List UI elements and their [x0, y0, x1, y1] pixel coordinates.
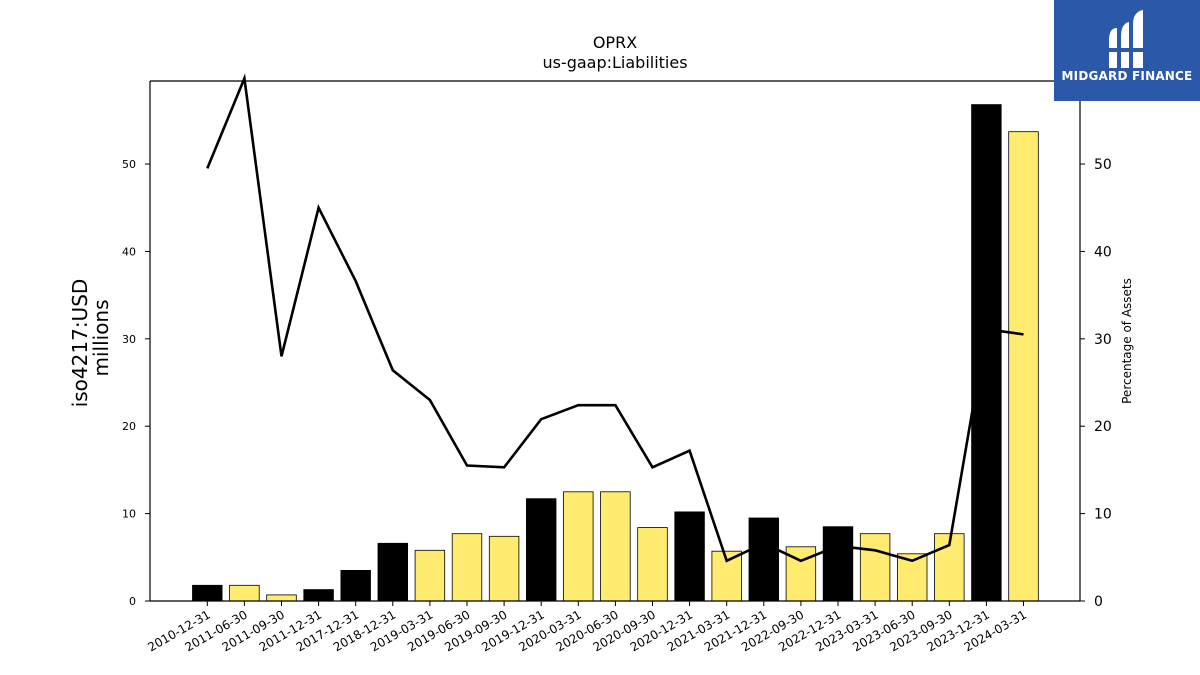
- y-left-tick-label: 40: [122, 245, 136, 258]
- bar: [414, 549, 446, 602]
- bar: [748, 517, 780, 602]
- y-right-tick-label: 50: [1094, 157, 1112, 173]
- bar: [229, 584, 260, 602]
- bar: [637, 527, 668, 602]
- y-right-tick-label: 40: [1094, 244, 1112, 260]
- bar: [674, 511, 705, 602]
- y-axis-right-ticks: 0 10 20 30 40 50: [1080, 157, 1112, 610]
- chart-title: OPRX: [593, 33, 637, 52]
- bar-series: [192, 104, 1039, 602]
- y-left-tick-label: 10: [122, 508, 136, 521]
- bar: [600, 491, 631, 602]
- logo-text: MIDGARD FINANCE: [1061, 69, 1193, 83]
- y-axis-left-label-line2: millions: [89, 299, 113, 376]
- chart-subtitle: us-gaap:Liabilities: [542, 53, 687, 72]
- y-right-tick-label: 30: [1094, 332, 1112, 348]
- bar: [266, 594, 297, 602]
- bar: [303, 589, 334, 602]
- bar: [340, 570, 371, 602]
- bar: [488, 535, 520, 602]
- x-axis-ticks: 2010-12-312011-06-302011-09-302011-12-31…: [145, 601, 1029, 654]
- y-axis-left-ticks: 0 10 20 30 40 50: [122, 158, 150, 608]
- bar: [563, 491, 594, 602]
- bar: [526, 498, 557, 602]
- y-left-tick-label: 20: [122, 420, 136, 433]
- y-left-tick-label: 50: [122, 158, 136, 171]
- percentage-of-assets-line: [206, 73, 1024, 563]
- bar: [377, 542, 409, 602]
- y-left-tick-label: 30: [122, 333, 136, 346]
- bar: [934, 533, 965, 602]
- line-series: [206, 73, 1024, 563]
- bar: [859, 533, 891, 602]
- midgard-finance-logo: MIDGARD FINANCE: [1054, 0, 1200, 101]
- y-right-tick-label: 0: [1094, 594, 1103, 610]
- bar: [971, 104, 1002, 602]
- y-right-tick-label: 20: [1094, 419, 1112, 435]
- bar: [192, 584, 223, 602]
- y-axis-right-label: Percentage of Assets: [1120, 278, 1134, 404]
- y-axis-left-label-line1: iso4217:USD: [68, 279, 92, 408]
- bar: [822, 526, 854, 602]
- logo-mark-icon: [1109, 10, 1143, 68]
- y-left-tick-label: 0: [129, 595, 136, 608]
- bar: [451, 533, 483, 602]
- bar: [1008, 131, 1039, 602]
- y-right-tick-label: 10: [1094, 507, 1112, 523]
